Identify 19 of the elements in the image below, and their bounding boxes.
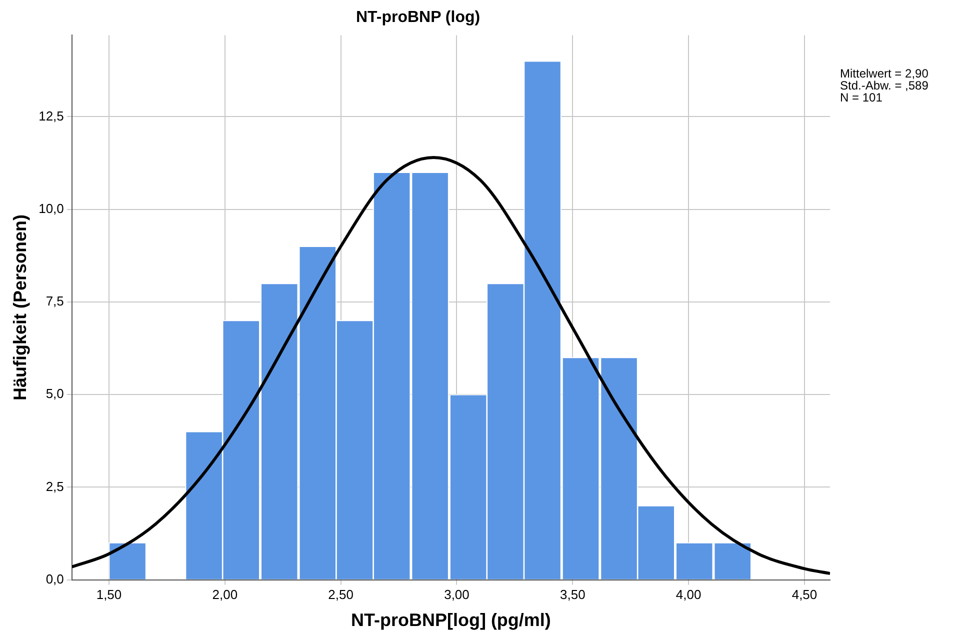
x-axis-title: NT-proBNP[log] (pg/ml) <box>350 610 551 630</box>
x-tick-label: 2,50 <box>328 587 354 602</box>
x-tick-label: 1,50 <box>96 587 122 602</box>
y-tick-label: 12,5 <box>38 108 64 124</box>
text: Mittelwert = 2,90 <box>840 66 929 80</box>
chart-title: NT-proBNP (log) <box>356 9 480 26</box>
x-tick-label: 3,00 <box>444 587 470 602</box>
y-axis-title: Häufigkeit (Personen) <box>10 214 30 401</box>
y-tick-label: 5,0 <box>46 386 64 402</box>
y-tick-label: 10,0 <box>38 200 64 216</box>
x-tick-label: 4,50 <box>792 587 818 602</box>
x-tick-label: 4,00 <box>676 587 702 602</box>
x-tick-label: 2,00 <box>212 587 238 602</box>
y-tick-label: 7,5 <box>46 294 64 309</box>
text: N = 101 <box>840 90 883 104</box>
y-tick-label: 2,5 <box>46 478 64 494</box>
y-tick-label: 0,0 <box>46 571 64 586</box>
text: Std.-Abw. = ,589 <box>840 78 929 92</box>
x-tick-label: 3,50 <box>560 587 586 602</box>
